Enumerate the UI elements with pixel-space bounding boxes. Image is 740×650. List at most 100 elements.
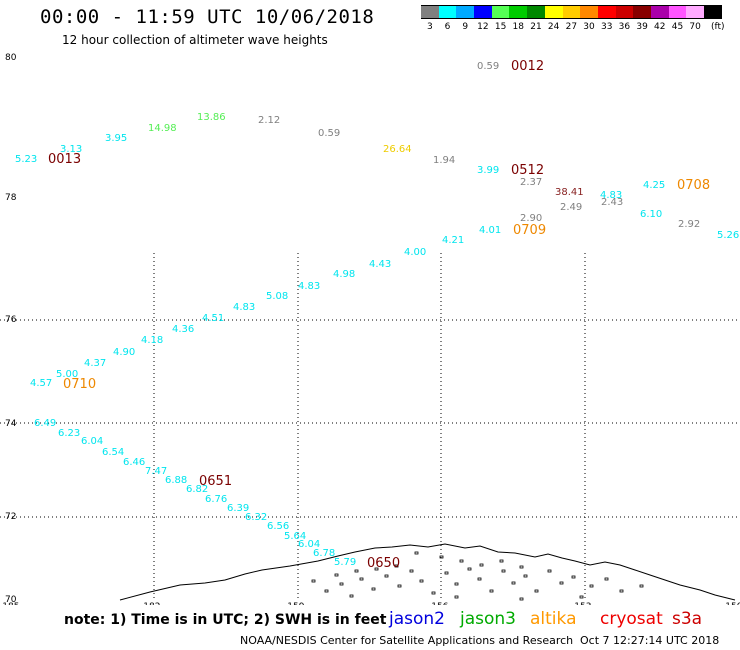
wave-height-label: 5.23 [15,154,37,165]
lake-mark [397,584,402,588]
lake-mark [639,584,644,588]
wave-height-label: 5.00 [56,369,78,380]
wave-height-label: 6.54 [102,447,124,458]
lake-mark [559,581,564,585]
lake-mark [619,589,624,593]
legend-swatch [438,5,457,19]
footer-timestamp: Oct 7 12:27:14 UTC 2018 [580,634,720,647]
lake-mark [431,591,436,595]
legend-swatch [527,5,545,19]
map-title: 00:00 - 11:59 UTC 10/06/2018 [40,6,375,28]
wave-height-label: 4.43 [369,259,391,270]
lake-mark [384,574,389,578]
wave-height-label: 4.37 [84,358,106,369]
wave-height-label: 4.36 [172,324,194,335]
latitude-label: 72 [5,512,16,522]
wave-height-label: 4.57 [30,378,52,389]
wave-height-label: 2.49 [560,202,582,213]
footer-credit: NOAA/NESDIS Center for Satellite Applica… [240,634,574,647]
legend-label: 70 [689,22,701,32]
legend-swatch [633,5,651,19]
legend-cell: 21 [527,5,545,32]
axis-labels: 80 78 76 74 72 70-185 -182 -159 -156 -153 -150 [0,53,740,605]
latitude-label: 78 [5,193,17,203]
legend-swatch [615,5,634,19]
wave-height-label: 4.21 [442,235,464,246]
legend-cell: 12 [474,5,492,32]
legend-cell: 3 [421,5,439,32]
lake-mark [519,597,524,601]
map-subtitle: 12 hour collection of altimeter wave hei… [62,33,328,47]
coastline-alaska [119,543,736,601]
wave-height-label: 4.25 [643,180,665,191]
lake-mark [477,577,482,581]
lake-mark [324,589,329,593]
legend-cell: 70 [686,5,704,32]
satellite-name: altika [530,609,577,629]
legend-cell: 45 [668,5,687,32]
lake-mark [534,589,539,593]
wave-height-label: 0.59 [477,61,499,72]
lake-mark [371,587,376,591]
legend-label: 33 [600,22,613,32]
wave-height-label: 2.43 [601,197,623,208]
lake-mark [414,551,419,555]
wave-height-label: 3.13 [60,144,82,155]
legend-swatch [509,5,528,19]
latitude-label: 76 [5,315,17,325]
lake-mark [604,577,609,581]
legend-label: 42 [654,22,666,32]
lake-mark [579,595,584,599]
wave-height-label: 4.83 [233,302,255,313]
wave-height-label: 6.49 [34,418,56,429]
wave-height-label: 4.83 [298,281,320,292]
satellite-name: s3a [672,609,703,629]
lat-lon-grid [0,253,740,600]
lake-mark [501,569,506,573]
lake-mark [359,577,364,581]
wave-height-label: 6.32 [245,512,267,523]
pass-time-label: 0708 [677,178,710,193]
wave-height-label: 38.41 [555,187,584,198]
longitude-label: -156 [428,602,449,605]
wave-height-label: 6.04 [81,436,103,447]
lake-mark [444,571,449,575]
wave-height-label: 6.82 [186,484,208,495]
lake-mark [454,582,459,586]
lake-mark [454,595,459,599]
pass-time-label: 0651 [199,474,232,489]
longitude-label: -182 [140,602,160,605]
satellite-name: jason3 [460,609,516,629]
satellite-name: jason2 [389,609,445,629]
lake-mark [589,584,594,588]
legend-label: 27 [565,22,578,32]
wave-height-label: 5.79 [334,557,356,568]
lake-mark [479,563,484,567]
legend-cell: 9 [456,5,475,32]
lake-mark [489,589,494,593]
wave-height-label: 14.98 [148,123,177,134]
legend-cell [704,5,722,32]
pass-time-label: 0709 [513,223,546,238]
lake-mark [374,567,379,571]
legend-cell: 24 [544,5,563,32]
wave-height-label: 3.99 [477,165,499,176]
lake-mark [459,559,464,563]
legend-swatch [421,5,439,19]
longitude-label: -159 [284,602,305,605]
legend-label: 6 [444,22,451,32]
wave-height-label: 6.39 [227,503,249,514]
legend-swatch [456,5,475,19]
longitude-label: -185 [0,602,19,605]
wave-height-label: 4.00 [404,247,426,258]
legend-label: 39 [636,22,648,32]
lake-mark [409,569,414,573]
legend-label: 36 [618,22,631,32]
legend-label: 24 [547,22,560,32]
wave-height-label: 5.08 [266,291,288,302]
longitude-label: -150 [722,602,740,605]
color-scale-legend: 3 6 9 12 15 18 21 24 27 30 33 36 39 42 45 70 [421,5,722,32]
legend-swatch [686,5,704,19]
lake-mark [511,581,516,585]
legend-cell: 30 [580,5,598,32]
